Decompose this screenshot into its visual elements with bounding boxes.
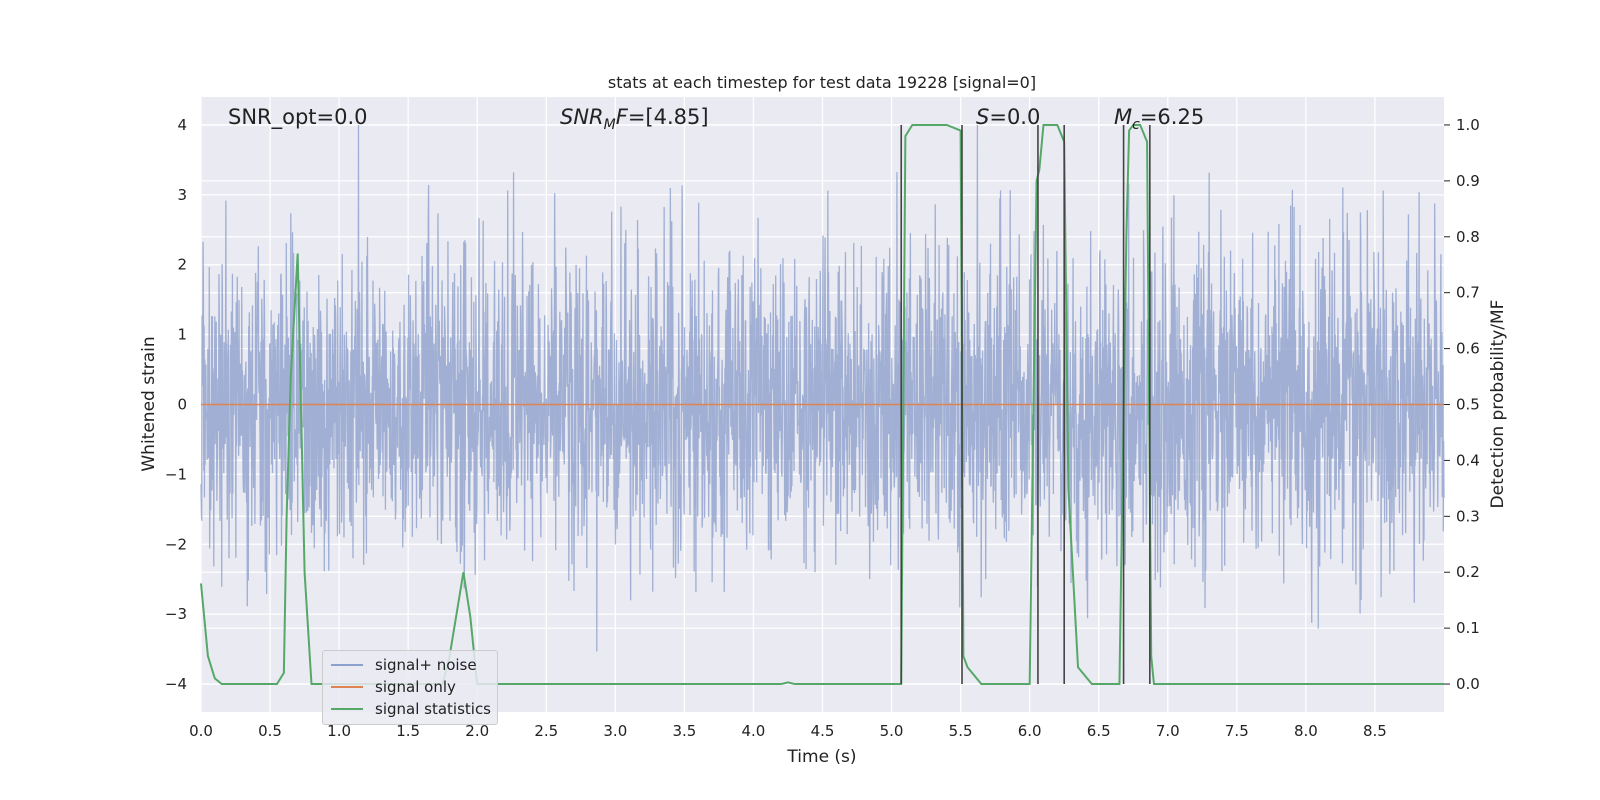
x-tick-label: 1.0 xyxy=(327,722,351,740)
legend-item-noise: signal+ noise xyxy=(331,655,477,675)
annotation-snr-opt: SNR_opt=0.0 xyxy=(228,105,368,130)
y-tick-label: 2 xyxy=(177,256,187,274)
y2-tick-label: 0.5 xyxy=(1456,396,1480,414)
x-tick-label: 0.5 xyxy=(258,722,282,740)
annotation-mc: Mc=6.25 xyxy=(1114,105,1204,133)
y-tick-label: −4 xyxy=(165,675,187,693)
y-tick-label: −2 xyxy=(165,535,187,553)
y-tick-label: 0 xyxy=(177,396,187,414)
legend-swatch xyxy=(331,686,363,688)
x-tick-label: 8.5 xyxy=(1363,722,1387,740)
y2-tick-label: 0.4 xyxy=(1456,451,1480,469)
y2-tick-label: 0.0 xyxy=(1456,675,1480,693)
x-tick-label: 1.5 xyxy=(396,722,420,740)
y2-tick-label: 0.3 xyxy=(1456,507,1480,525)
series-signal-noise xyxy=(200,124,1445,652)
x-tick-label: 2.0 xyxy=(465,722,489,740)
chart-title: stats at each timestep for test data 192… xyxy=(608,73,1036,92)
y-tick-label: 1 xyxy=(177,326,187,344)
y2-axis-label: Detection probability/MF xyxy=(1488,300,1508,509)
y-tick-label: 4 xyxy=(177,116,187,134)
y2-tick-label: 1.0 xyxy=(1456,116,1480,134)
x-tick-label: 2.5 xyxy=(534,722,558,740)
legend-label: signal+ noise xyxy=(375,656,477,674)
legend-item-statistics: signal statistics xyxy=(331,699,491,719)
x-axis-label: Time (s) xyxy=(786,747,856,767)
y2-tick-label: 0.2 xyxy=(1456,563,1480,581)
annotation-s: S=0.0 xyxy=(976,105,1040,129)
annotation-snr-mf: SNRMF=[4.85] xyxy=(560,105,709,133)
y-axis-label: Whitened strain xyxy=(139,336,159,471)
legend: signal+ noise signal only signal statist… xyxy=(322,650,498,725)
noise-series xyxy=(200,124,1445,652)
x-tick-label: 5.5 xyxy=(949,722,973,740)
y-tick-label: −1 xyxy=(165,465,187,483)
y2-tick-label: 0.9 xyxy=(1456,172,1480,190)
x-tick-label: 4.0 xyxy=(742,722,766,740)
vertical-lines xyxy=(900,124,1151,685)
y2-tick-label: 0.1 xyxy=(1456,619,1480,637)
legend-swatch xyxy=(331,664,363,666)
axes-ticks: 0.0 0.5 1.0 1.5 2.0 2.5 3.0 3.5 4.0 4.5 5.0 5.5 6.0 6… xyxy=(165,116,1480,740)
x-tick-label: 6.0 xyxy=(1018,722,1042,740)
y-tick-label: −3 xyxy=(165,605,187,623)
y2-tick-label: 0.6 xyxy=(1456,340,1480,358)
y2-tick-label: 0.8 xyxy=(1456,228,1480,246)
series-layer xyxy=(200,123,1444,686)
legend-item-signal-only: signal only xyxy=(331,677,456,697)
legend-swatch xyxy=(331,708,363,710)
y-tick-label: 3 xyxy=(177,186,187,204)
x-tick-label: 3.0 xyxy=(603,722,627,740)
series-signal-statistics xyxy=(200,123,1444,686)
x-tick-label: 8.0 xyxy=(1294,722,1318,740)
x-tick-label: 0.0 xyxy=(189,722,213,740)
x-tick-label: 4.5 xyxy=(811,722,835,740)
x-tick-label: 6.5 xyxy=(1087,722,1111,740)
x-tick-label: 7.0 xyxy=(1156,722,1180,740)
x-tick-label: 5.0 xyxy=(880,722,904,740)
y2-tick-label: 0.7 xyxy=(1456,284,1480,302)
legend-label: signal statistics xyxy=(375,700,492,718)
legend-label: signal only xyxy=(375,678,456,696)
x-tick-label: 3.5 xyxy=(672,722,696,740)
x-tick-label: 7.5 xyxy=(1225,722,1249,740)
